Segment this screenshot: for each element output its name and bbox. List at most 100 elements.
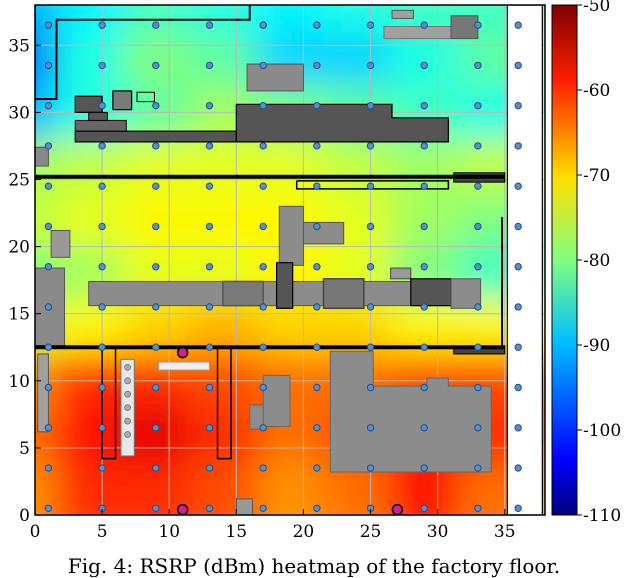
x-tick-label: 35 [494,522,516,542]
measurement-point [474,464,482,472]
machine [275,262,294,309]
measurement-point [259,303,267,311]
measurement-point [514,343,522,351]
measurement-point [420,222,428,231]
rack-item [124,390,132,398]
colorbar-tick-label: -70 [583,166,610,186]
measurement-point [205,424,214,432]
measurement-point [205,263,214,271]
measurement-point [152,464,160,472]
measurement-point [205,504,214,512]
measurement-point [366,21,375,29]
measurement-point [98,21,106,29]
measurement-point [420,504,428,512]
measurement-point [205,101,214,110]
measurement-point [152,182,160,190]
colorbar-tick-label: -110 [583,506,621,526]
measurement-point [152,222,160,231]
measurement-point [152,424,160,432]
shelf [383,25,452,40]
measurement-point [205,343,214,351]
measurement-point [152,343,160,351]
machine [74,95,103,113]
rack [101,347,117,460]
rack-item [124,363,132,371]
measurement-point [313,504,321,512]
measurement-point [366,61,375,70]
measurement-point [44,101,53,110]
y-tick-label: 25 [8,170,30,190]
machine [302,221,345,245]
measurement-point [420,343,428,351]
measurement-point [205,464,214,472]
measurement-point [514,263,522,271]
measurement-point [259,383,267,392]
rack-item [124,431,132,438]
machine [136,91,155,103]
measurement-point [514,142,522,150]
measurement-point [474,101,482,110]
machine [35,146,49,167]
machine [112,90,133,111]
x-tick-label: 15 [225,522,247,542]
base-station-marker [391,503,404,516]
measurement-point [420,21,428,29]
measurement-point [98,383,106,392]
measurement-point [474,222,482,231]
colorbar-tick-label: -80 [583,251,610,271]
measurement-point [259,424,267,432]
measurement-point [152,383,160,392]
measurement-point [205,383,214,392]
y-tick-label: 30 [8,103,30,123]
machine [278,205,304,266]
measurement-points [44,21,522,512]
machine [74,119,127,132]
measurement-point [44,424,53,432]
colorbar [551,4,578,516]
right-aisle [506,5,543,515]
y-tick-label: 0 [19,506,30,526]
y-tick-label: 5 [19,439,30,459]
measurement-point [474,21,482,29]
measurement-point [152,61,160,70]
machine [222,280,264,307]
measurement-point [313,263,321,271]
measurement-point [366,424,375,432]
measurement-point [44,383,53,392]
x-tick-label: 25 [360,522,382,542]
measurement-point [152,263,160,271]
measurement-point [313,142,321,150]
measurement-point [259,182,267,190]
measurement-point [366,383,375,392]
machine [246,63,304,92]
measurement-point [44,263,53,271]
machine [37,353,49,433]
measurement-point [313,101,321,110]
measurement-point [474,61,482,70]
measurement-point [474,303,482,311]
measurement-point [514,383,522,392]
machine-block [235,103,449,143]
machine [262,374,291,427]
measurement-point [205,142,214,150]
rack-item [124,377,132,385]
measurement-point [98,61,106,70]
measurement-point [514,222,522,231]
measurement-point [474,383,482,392]
plot-frame [34,4,546,516]
machine [50,229,71,258]
machine [373,410,398,448]
measurement-point [514,61,522,70]
colorbar-tick-label: -100 [583,421,621,441]
machine [249,404,264,430]
rack [216,347,232,460]
measurement-point [420,142,428,150]
measurement-point [420,424,428,432]
measurement-point [152,21,160,29]
measurement-point [366,263,375,271]
measurement-point [98,182,106,190]
measurement-point [44,504,53,512]
colorbar-ticks: -50 -60 -70 -80 -90 -100 -110 [577,0,621,526]
measurement-point [44,464,53,472]
measurement-point [474,142,482,150]
